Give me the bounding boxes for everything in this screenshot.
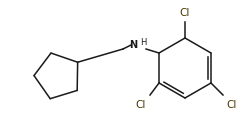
Text: H: H bbox=[139, 38, 145, 46]
Text: N: N bbox=[128, 40, 136, 50]
Text: Cl: Cl bbox=[135, 100, 145, 110]
Text: Cl: Cl bbox=[179, 8, 190, 18]
Text: Cl: Cl bbox=[226, 100, 236, 110]
